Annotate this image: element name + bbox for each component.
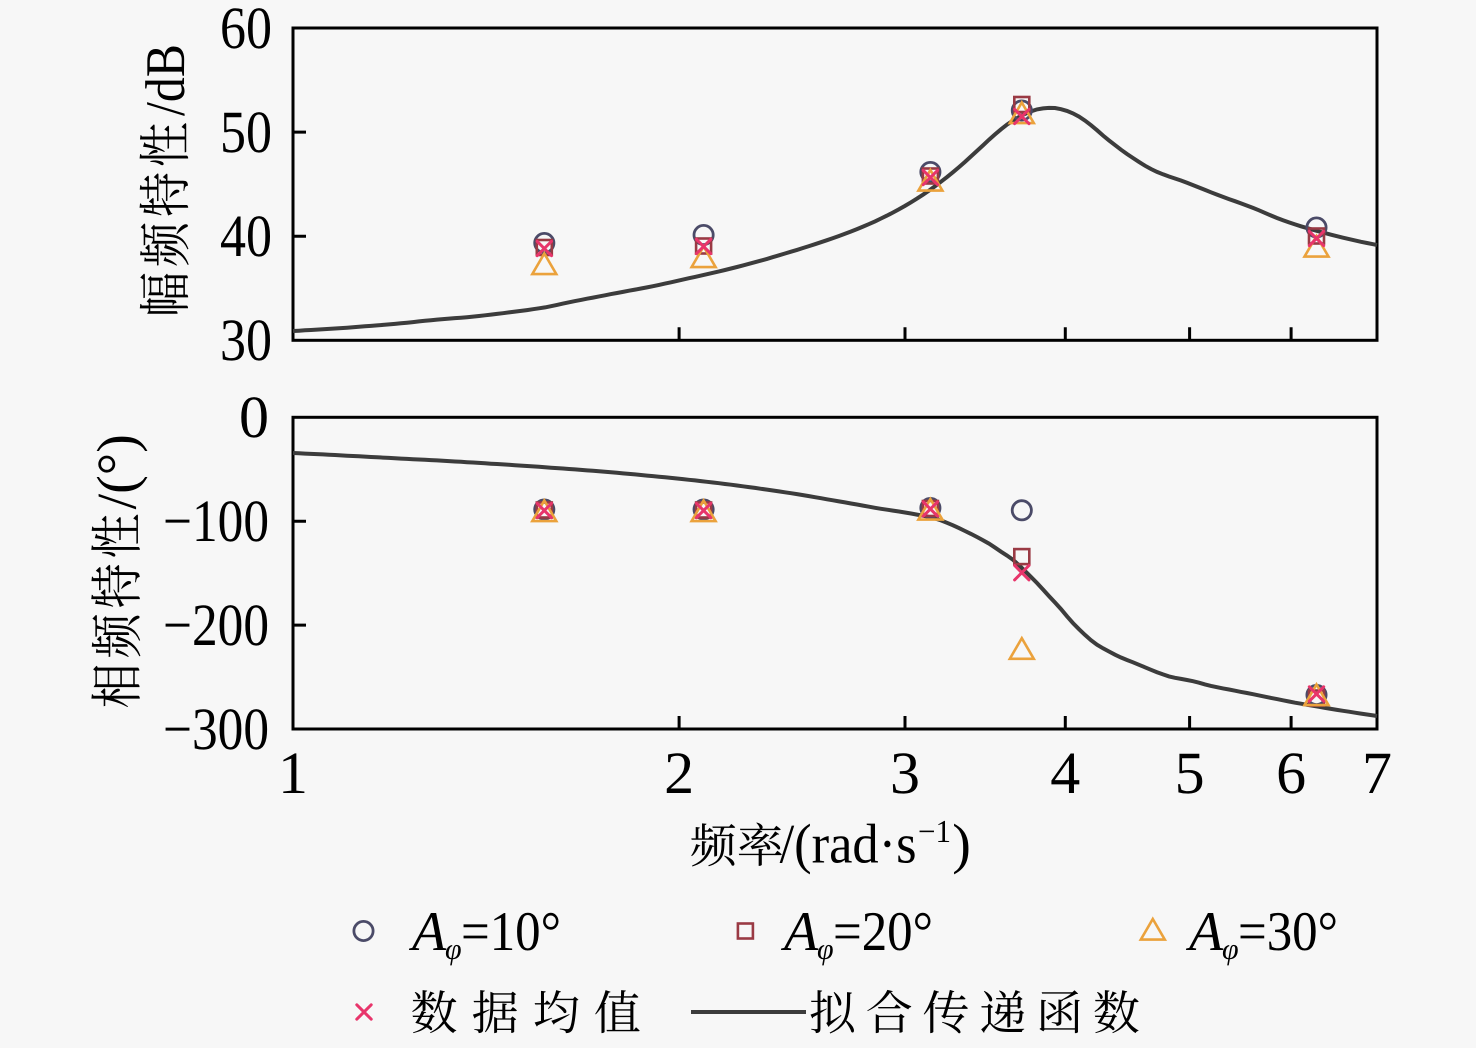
svg-text:=20°: =20° xyxy=(833,901,933,963)
svg-text:3: 3 xyxy=(890,740,920,806)
svg-text:60: 60 xyxy=(220,0,272,61)
svg-text:5: 5 xyxy=(1175,740,1205,806)
svg-text:/(°): /(°) xyxy=(87,434,149,509)
svg-text:−300: −300 xyxy=(163,696,269,762)
svg-text:40: 40 xyxy=(220,203,272,269)
svg-text:): ) xyxy=(952,813,971,875)
svg-text:/(rad·s: /(rad·s xyxy=(780,813,917,875)
svg-text:A: A xyxy=(408,901,447,963)
svg-text:=30°: =30° xyxy=(1238,901,1338,963)
svg-text:−100: −100 xyxy=(163,488,269,554)
svg-text:4: 4 xyxy=(1050,740,1080,806)
svg-text:=10°: =10° xyxy=(461,901,561,963)
svg-text:30: 30 xyxy=(220,307,272,373)
svg-text:/dB: /dB xyxy=(135,44,197,116)
svg-text:A: A xyxy=(1185,901,1224,963)
svg-text:−1: −1 xyxy=(918,813,951,849)
svg-text:7: 7 xyxy=(1362,740,1392,806)
svg-text:0: 0 xyxy=(239,384,269,450)
svg-text:6: 6 xyxy=(1276,740,1306,806)
svg-text:−200: −200 xyxy=(163,592,269,658)
svg-text:50: 50 xyxy=(220,99,272,165)
svg-text:2: 2 xyxy=(664,740,694,806)
svg-text:A: A xyxy=(780,901,819,963)
svg-text:1: 1 xyxy=(278,740,308,806)
